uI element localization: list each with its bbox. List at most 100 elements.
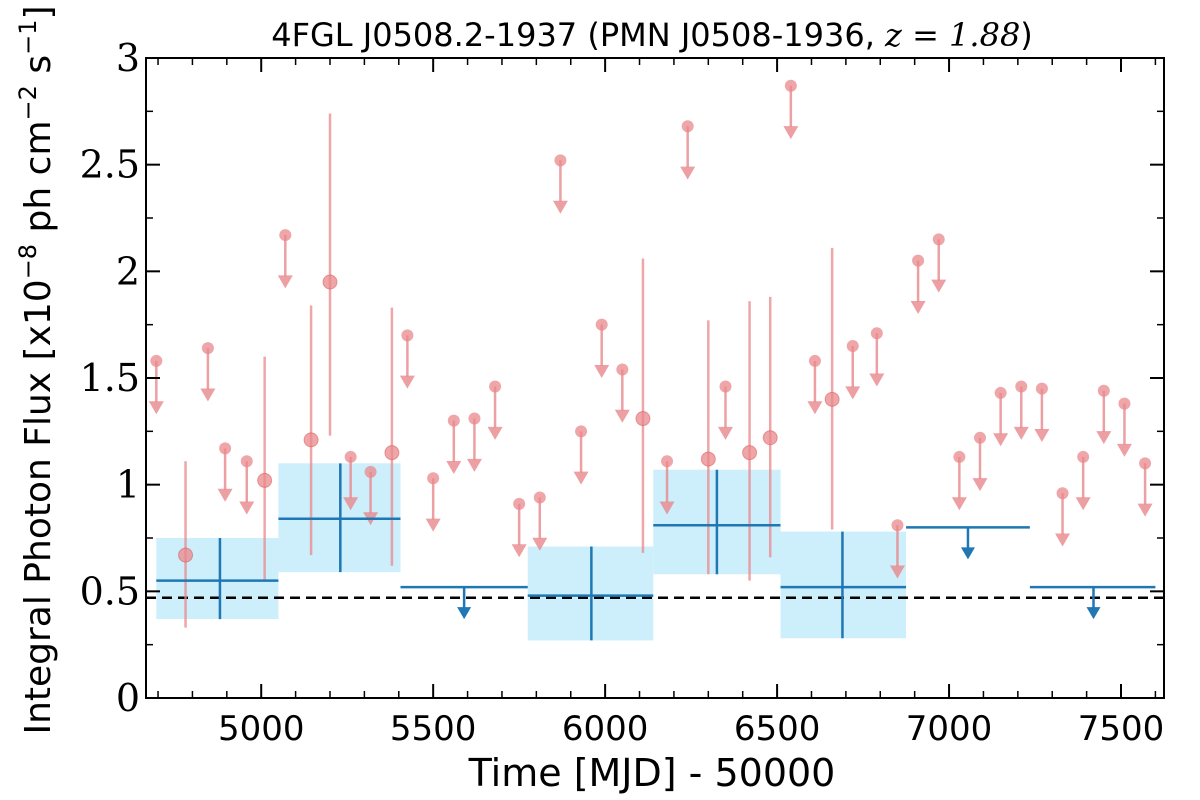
- y-axis-label-exp-2: −2: [14, 85, 42, 120]
- chart-title: 4FGL J0508.2-1937 (PMN J0508-1936, z = 1…: [271, 16, 1033, 54]
- short-bin-upper-limit-marker: [364, 465, 377, 478]
- short-bin-upper-limit-arrow: [951, 497, 967, 511]
- short-bin-upper-limit-arrow: [552, 200, 568, 214]
- short-bin-upper-limit-33: [1055, 487, 1071, 547]
- short-bin-detection-6: [700, 320, 716, 575]
- short-bin-upper-limit-marker: [932, 233, 945, 246]
- short-bin-upper-limit-marker: [1056, 487, 1069, 500]
- chart-title-suffix: ): [1020, 16, 1032, 54]
- x-axis-label: Time [MJD] - 50000: [468, 751, 836, 795]
- short-bin-upper-limit-arrow: [1075, 497, 1091, 511]
- short-bin-upper-limit-arrow: [487, 426, 503, 440]
- short-bin-upper-limit-marker: [1118, 397, 1131, 410]
- x-tick-label: 6000: [562, 709, 649, 749]
- short-bin-upper-limit-17: [614, 363, 630, 423]
- short-bin-upper-limit-marker: [953, 450, 966, 463]
- short-bin-upper-limit-36: [1116, 397, 1132, 457]
- short-bin-upper-limit-27: [931, 233, 947, 293]
- long-bin-detection-4: [780, 531, 907, 639]
- short-bin-detection-8: [762, 296, 778, 558]
- plot-frame: [145, 57, 1165, 699]
- short-bin-detection-7: [742, 301, 758, 581]
- short-bin-upper-limit-8: [425, 472, 441, 532]
- short-bin-upper-limit-13: [532, 491, 548, 551]
- short-bin-upper-limit-arrow: [466, 458, 482, 472]
- short-bin-upper-limit-arrow: [680, 166, 696, 180]
- y-tick-label: 2: [116, 249, 140, 293]
- short-bin-upper-limit-marker: [401, 329, 414, 342]
- x-tick-label: 6500: [734, 709, 821, 749]
- short-bin-upper-limit-marker: [279, 229, 292, 242]
- short-bin-upper-limit-marker: [681, 120, 694, 133]
- short-bin-upper-limit-37: [1137, 457, 1153, 517]
- short-bin-upper-limit-marker: [533, 491, 546, 504]
- short-bin-upper-limit-arrow: [869, 373, 885, 387]
- short-bin-upper-limit-arrow: [200, 388, 216, 402]
- short-bin-upper-limit-arrow: [718, 426, 734, 440]
- short-bin-upper-limit-35: [1096, 384, 1112, 445]
- short-bin-upper-limit-15: [573, 425, 589, 485]
- short-bin-upper-limit-arrow: [993, 433, 1009, 447]
- short-bin-upper-limit-marker: [1015, 380, 1028, 393]
- short-bin-upper-limit-1: [200, 342, 216, 402]
- short-bin-detection-5: [635, 258, 651, 553]
- short-bin-upper-limit-marker: [150, 354, 163, 367]
- short-bin-upper-limit-arrow: [659, 501, 675, 515]
- short-bin-upper-limit-arrow: [845, 386, 861, 400]
- short-bin-upper-limit-30: [993, 386, 1009, 447]
- y-axis-label-end: ]: [18, 5, 59, 19]
- short-bin-upper-limit-arrow: [532, 537, 548, 551]
- short-bin-upper-limit-arrow: [1137, 503, 1153, 517]
- long-bin-detection-3: [653, 469, 781, 575]
- x-tick-label: 5000: [218, 709, 305, 749]
- y-axis-label: Integral Photon Flux [x10−8 ph cm−2 s−1]: [14, 5, 59, 734]
- short-bin-upper-limit-26: [910, 254, 926, 314]
- short-bin-upper-limit-21: [783, 79, 799, 140]
- short-bin-upper-limit-marker: [595, 318, 608, 331]
- short-bin-upper-limit-4: [277, 229, 293, 289]
- x-tick-label: 7500: [1078, 709, 1165, 749]
- short-bin-upper-limit-marker: [1139, 457, 1152, 470]
- short-bin-upper-limit-22: [807, 354, 823, 415]
- short-bin-upper-limit-6: [363, 465, 379, 526]
- short-bin-upper-limit-marker: [719, 380, 732, 393]
- short-bin-upper-limit-arrow: [511, 544, 527, 558]
- short-bin-upper-limit-arrow: [217, 488, 233, 502]
- axes: 5000 5500 6000 6500 7000 7500 0 0.5 1 1.5 2 2.5 3: [80, 36, 1165, 749]
- short-bin-detection-4: [384, 307, 400, 566]
- short-bin-upper-limit-arrow: [573, 471, 589, 485]
- short-bin-upper-limit-marker: [1077, 450, 1090, 463]
- short-bin-upper-limit-31: [1013, 380, 1029, 440]
- long-bin-upper-limit-1: [906, 526, 1030, 560]
- short-bin-upper-limit-arrow: [148, 401, 164, 415]
- short-bin-upper-limit-marker: [1097, 384, 1110, 397]
- short-bin-detection-marker: [762, 430, 778, 446]
- x-tick-label: 7000: [906, 709, 993, 749]
- short-bin-upper-limit-5: [343, 450, 359, 511]
- y-axis-label-exp-1: −8: [14, 244, 42, 279]
- short-bin-upper-limit-32: [1034, 382, 1050, 442]
- y-tick-label: 3: [116, 36, 140, 80]
- short-bin-detection-2: [303, 305, 319, 556]
- short-bin-upper-limit-20: [718, 380, 734, 440]
- plot-area: [146, 79, 1164, 641]
- short-bin-upper-limit-9: [446, 414, 462, 474]
- long-bin-band-0: [156, 538, 279, 620]
- short-bin-upper-limit-marker: [447, 414, 460, 427]
- short-bin-upper-limit-marker: [1035, 382, 1048, 395]
- long-bin-upper-limit-arrow: [457, 607, 472, 620]
- short-bin-upper-limit-arrow: [399, 375, 415, 389]
- short-bin-detection-marker: [635, 411, 651, 427]
- short-bin-upper-limit-marker: [468, 412, 481, 425]
- y-tick-label: 1: [116, 463, 140, 507]
- short-bin-upper-limit-marker: [891, 519, 904, 532]
- short-bin-upper-limit-marker: [219, 442, 232, 455]
- short-bin-upper-limit-arrow: [614, 409, 630, 423]
- short-bin-upper-limit-18: [659, 455, 675, 515]
- short-bin-upper-limit-34: [1075, 450, 1091, 511]
- short-bin-upper-limit-marker: [489, 380, 502, 393]
- long-bin-upper-limit-arrow: [1086, 607, 1101, 620]
- short-bin-upper-limit-29: [972, 431, 988, 492]
- y-tick-label: 0: [116, 676, 140, 720]
